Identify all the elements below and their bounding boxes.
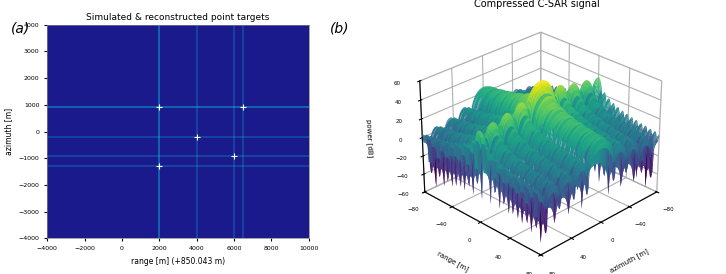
Text: (a): (a) xyxy=(11,22,30,36)
X-axis label: azimuth [m]: azimuth [m] xyxy=(608,248,649,274)
Title: Compressed C-SAR signal: Compressed C-SAR signal xyxy=(474,0,600,9)
Title: Simulated & reconstructed point targets: Simulated & reconstructed point targets xyxy=(86,13,269,22)
Y-axis label: azimuth [m]: azimuth [m] xyxy=(4,108,13,155)
Y-axis label: range [m]: range [m] xyxy=(436,250,470,273)
X-axis label: range [m] (+850.043 m): range [m] (+850.043 m) xyxy=(131,256,225,266)
Text: (b): (b) xyxy=(330,22,350,36)
